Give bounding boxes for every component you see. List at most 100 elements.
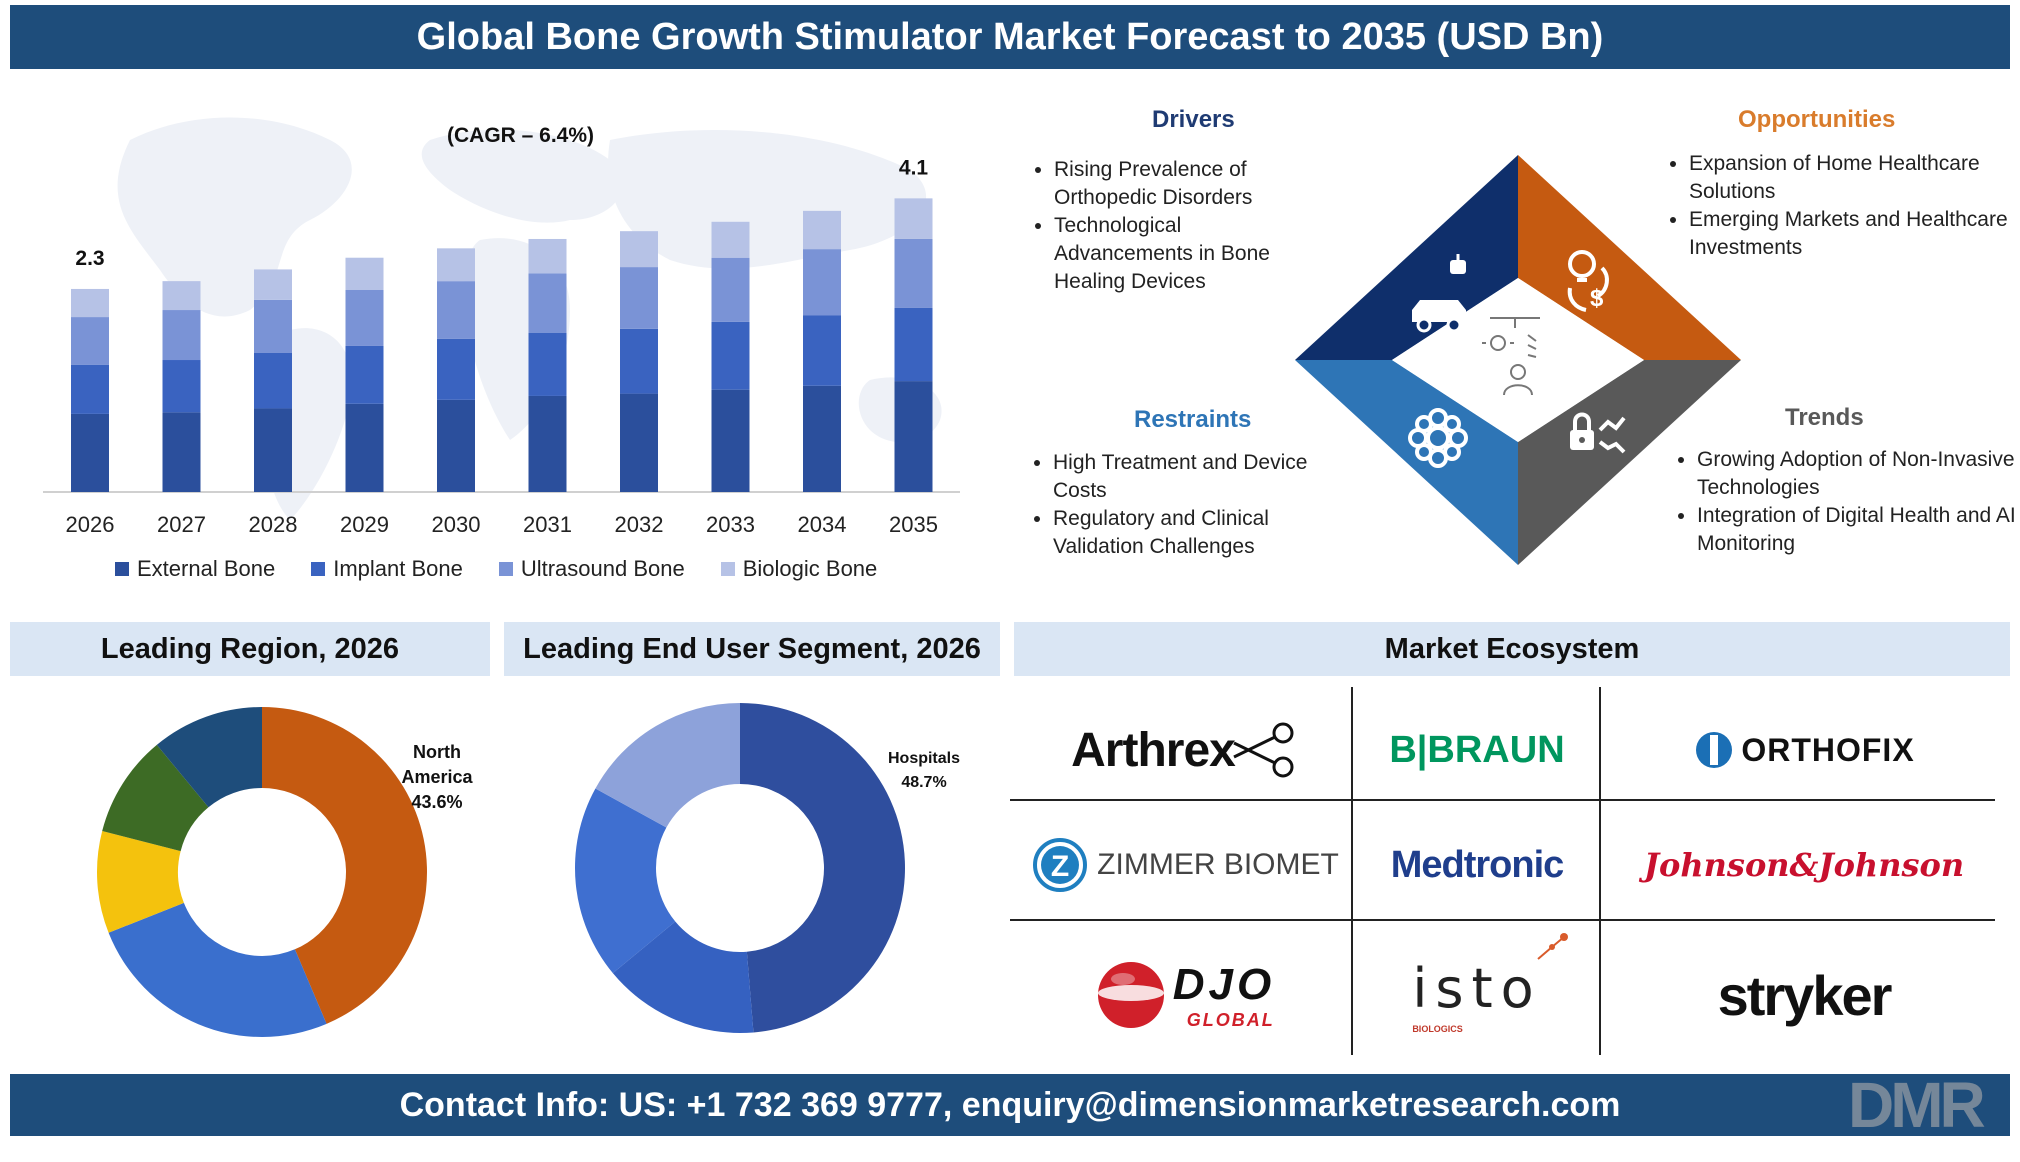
list-item: Emerging Markets and Healthcare Investme… — [1689, 206, 2019, 262]
bar-segment-biologic-bone — [894, 198, 933, 239]
opportunities-title: Opportunities — [1738, 106, 1896, 133]
end-user-donut-slices — [575, 703, 905, 1033]
trends-title: Trends — [1785, 404, 1864, 431]
bar-segment-biologic-bone — [71, 288, 109, 318]
restraints-quadrant — [1295, 360, 1518, 565]
bar-segment-implant-bone — [620, 328, 658, 394]
bar-segment-ultrasound-bone — [71, 317, 109, 365]
donut-slice — [595, 703, 740, 828]
leading-end-user-header: Leading End User Segment, 2026 — [504, 622, 1000, 676]
donut-slice — [612, 921, 754, 1033]
bar-segment-implant-bone — [803, 315, 841, 386]
list-item: Growing Adoption of Non-Invasive Technol… — [1697, 446, 2020, 502]
donut-slice — [156, 707, 262, 808]
region-label-value: 43.6% — [411, 792, 462, 812]
legend-item-implant-bone: Implant Bone — [311, 556, 463, 582]
bar-segment-external-bone — [711, 389, 750, 492]
arthrex-logo: Arthrex — [1020, 700, 1350, 800]
bar-segment-biologic-bone — [620, 231, 658, 268]
legend-label: External Bone — [137, 556, 276, 581]
bar-segment-external-bone — [71, 413, 109, 492]
bar-segment-biologic-bone — [528, 238, 567, 274]
djo-global-logo: DJO GLOBAL — [1020, 940, 1350, 1050]
bar-segment-external-bone — [620, 393, 658, 492]
list-item: Rising Prevalence of Orthopedic Disorder… — [1054, 156, 1314, 212]
bar-segment-ultrasound-bone — [803, 249, 841, 316]
bar-segment-external-bone — [345, 403, 384, 492]
opportunities-list: Expansion of Home Healthcare Solutions E… — [1657, 150, 2019, 262]
data-label: 2.3 — [75, 247, 104, 270]
x-tick-label: 2028 — [249, 512, 298, 537]
trends-list: Growing Adoption of Non-Invasive Technol… — [1665, 446, 2020, 558]
restraints-title: Restraints — [1134, 406, 1252, 433]
legend-label: Biologic Bone — [742, 556, 878, 581]
x-tick-label: 2029 — [340, 512, 389, 537]
isto-molecule-icon — [1537, 932, 1569, 960]
opportunities-quadrant — [1518, 155, 1741, 360]
bar-segment-ultrasound-bone — [528, 273, 567, 333]
orthofix-logo: ORTHOFIX — [1604, 700, 2004, 800]
region-donut-chart: North America 43.6% — [96, 707, 474, 1037]
donut-slice — [96, 830, 184, 933]
list-item: Regulatory and Clinical Validation Chall… — [1053, 505, 1353, 561]
leading-region-header: Leading Region, 2026 — [10, 622, 490, 676]
legend-item-external-bone: External Bone — [115, 556, 275, 582]
donut-slice — [102, 744, 209, 852]
medtronic-logo: Medtronic — [1390, 843, 1565, 886]
orthofix-mark-icon — [1696, 732, 1733, 768]
gear-flower-icon — [1408, 408, 1468, 468]
x-tick-label: 2035 — [889, 512, 938, 537]
region-label-line2: America — [401, 767, 473, 787]
zimmer-z-icon: Z — [1033, 838, 1088, 892]
bar-segment-ultrasound-bone — [894, 238, 933, 308]
donut-slice — [575, 788, 676, 974]
bar-segment-implant-bone — [71, 364, 109, 414]
stacked-bar-chart: 2026 2027 2028 2029 2030 2031 2032 2033 2034 2035… — [43, 117, 960, 537]
page-title: Global Bone Growth Stimulator Market For… — [10, 5, 2010, 69]
data-label: 4.1 — [899, 156, 929, 179]
donut-slice — [740, 703, 905, 1033]
market-ecosystem-header: Market Ecosystem — [1014, 622, 2010, 676]
lock-arrows-icon — [1570, 412, 1626, 454]
legend-swatch — [720, 562, 735, 576]
bar-series — [71, 198, 933, 492]
data-labels: 2.3 4.1 — [75, 156, 928, 270]
bar-segment-ultrasound-bone — [345, 289, 384, 346]
bar-segment-ultrasound-bone — [437, 281, 475, 339]
bar-segment-implant-bone — [162, 360, 201, 413]
legend-item-biologic-bone: Biologic Bone — [720, 556, 878, 582]
x-tick-label: 2027 — [157, 512, 206, 537]
bar-segment-ultrasound-bone — [254, 299, 292, 353]
x-tick-label: 2033 — [706, 512, 755, 537]
scissors-icon — [1233, 722, 1294, 778]
chart-legend: External Bone Implant Bone Ultrasound Bo… — [115, 556, 877, 582]
legend-swatch — [311, 562, 326, 576]
market-dynamics-diamond: $ — [1295, 155, 1741, 565]
bar-segment-external-bone — [437, 399, 475, 492]
bar-segment-biologic-bone — [437, 248, 475, 282]
bbraun-logo: B|BRAUN — [1389, 728, 1565, 771]
bar-segment-external-bone — [803, 385, 841, 492]
list-item: Integration of Digital Health and AI Mon… — [1697, 502, 2020, 558]
bar-segment-biologic-bone — [162, 281, 201, 311]
bar-segment-biologic-bone — [254, 269, 292, 300]
bar-segment-implant-bone — [254, 352, 292, 409]
svg-text:Z: Z — [1051, 850, 1069, 883]
list-item: High Treatment and Device Costs — [1053, 449, 1353, 505]
ecosystem-grid — [1010, 687, 1995, 1055]
donut-slice — [262, 707, 427, 1024]
johnson-johnson-logo: Johnson&Johnson — [1643, 846, 1965, 884]
donut-slice — [108, 902, 327, 1037]
x-tick-labels: 2026 2027 2028 2029 2030 2031 2032 2033 2034 2035 — [66, 512, 938, 537]
region-donut-slices — [96, 707, 427, 1037]
legend-label: Ultrasound Bone — [520, 556, 685, 581]
bar-segment-implant-bone — [711, 321, 750, 390]
drivers-title: Drivers — [1152, 106, 1235, 133]
legend-label: Implant Bone — [333, 556, 463, 581]
bar-segment-biologic-bone — [711, 221, 750, 258]
x-tick-label: 2034 — [798, 512, 847, 537]
zimmer-biomet-logo: Z ZIMMER BIOMET — [1020, 815, 1350, 915]
contact-footer: Contact Info: US: +1 732 369 9777, enqui… — [10, 1074, 2010, 1136]
bar-segment-external-bone — [162, 412, 201, 492]
end-user-label-value: 48.7% — [901, 774, 946, 791]
